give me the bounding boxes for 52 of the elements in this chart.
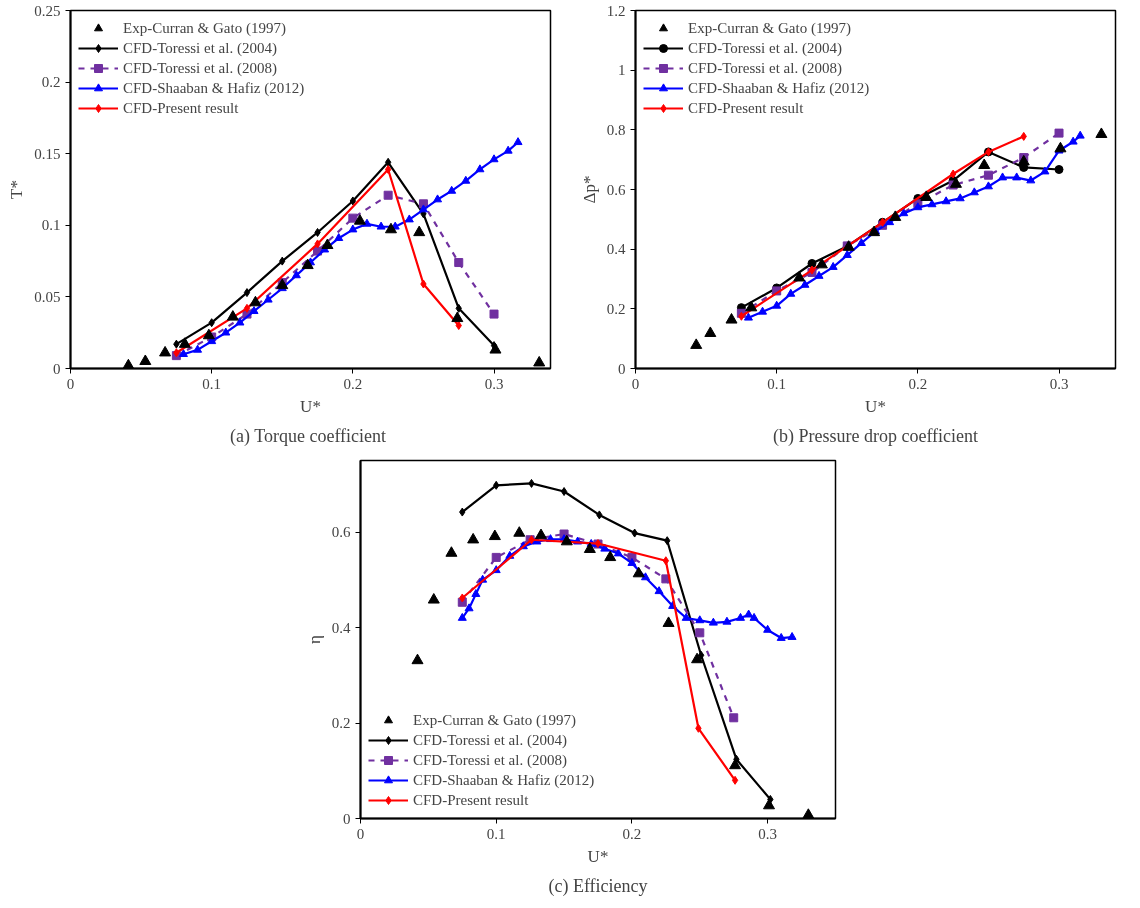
y-tick-label: 0.2 — [41, 74, 61, 91]
x-tick-label: 0.1 — [202, 375, 222, 392]
x-tick-label: 0 — [631, 375, 640, 392]
text: (b) Pressure drop coefficient — [772, 425, 979, 447]
legend-label: Exp-Curran & Gato (1997) — [688, 19, 851, 37]
y-axis-title: Δp* — [579, 175, 599, 204]
y-tick-label: 0 — [343, 810, 351, 827]
y-tick-label: 0.6 — [606, 181, 626, 198]
text: (c) Efficiency — [548, 875, 648, 897]
x-tick-label: 0.2 — [343, 375, 363, 392]
legend-label: Exp-Curran & Gato (1997) — [413, 711, 576, 729]
y-tick-label: 0 — [618, 360, 626, 377]
legend-label: CFD-Toressi et al. (2008) — [688, 59, 842, 77]
y-tick-label: 0 — [53, 360, 61, 377]
legend-label: CFD-Shaaban & Hafiz (2012) — [688, 79, 870, 97]
legend-label: Exp-Curran & Gato (1997) — [123, 19, 286, 37]
y-tick-label: 0.15 — [34, 145, 61, 162]
x-axis-title: U* — [587, 846, 609, 866]
legend-label: CFD-Toressi et al. (2004) — [413, 731, 567, 749]
x-tick-label: 0.2 — [908, 375, 928, 392]
y-axis-title: T* — [7, 180, 27, 199]
y-tick-label: 1.2 — [606, 2, 626, 19]
legend-label: CFD-Toressi et al. (2004) — [688, 39, 842, 57]
x-tick-label: 0.3 — [758, 825, 778, 842]
x-tick-label: 0 — [356, 825, 365, 842]
y-tick-label: 0.05 — [34, 288, 61, 305]
x-axis-title: U* — [300, 396, 321, 416]
legend-label: CFD-Present result — [688, 99, 804, 117]
text: (a) Torque coefficient — [230, 425, 387, 447]
legend-label: CFD-Present result — [123, 99, 239, 117]
legend-label: CFD-Toressi et al. (2008) — [413, 751, 567, 769]
x-axis-title: U* — [865, 396, 886, 416]
y-tick-label: 0.4 — [331, 619, 351, 636]
y-tick-label: 0.2 — [606, 300, 626, 317]
y-tick-label: 0.2 — [331, 715, 351, 732]
x-tick-label: 0.3 — [484, 375, 504, 392]
x-tick-label: 0.1 — [767, 375, 787, 392]
legend-label: CFD-Shaaban & Hafiz (2012) — [123, 79, 305, 97]
x-tick-label: 0.1 — [486, 825, 506, 842]
y-tick-label: 0.4 — [606, 241, 626, 258]
legend-label: CFD-Present result — [413, 791, 529, 809]
y-tick-label: 0.8 — [606, 121, 626, 138]
legend-label: CFD-Toressi et al. (2004) — [123, 39, 277, 57]
x-tick-label: 0 — [66, 375, 75, 392]
legend-label: CFD-Toressi et al. (2008) — [123, 59, 277, 77]
y-tick-label: 0.1 — [41, 217, 61, 234]
y-tick-label: 0.6 — [331, 524, 351, 541]
legend-label: CFD-Shaaban & Hafiz (2012) — [413, 771, 595, 789]
y-axis-title: η — [304, 635, 324, 644]
y-tick-label: 1 — [618, 62, 626, 79]
x-tick-label: 0.3 — [1049, 375, 1069, 392]
y-tick-label: 0.25 — [34, 2, 61, 19]
